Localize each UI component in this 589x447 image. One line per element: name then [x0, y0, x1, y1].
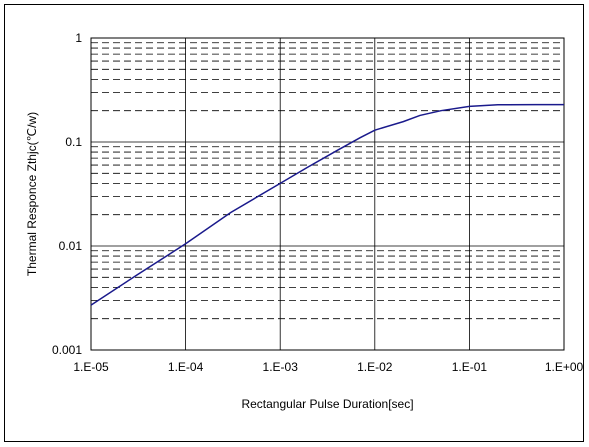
- grid-layer: [90, 37, 565, 351]
- y-tick-label: 1: [75, 31, 82, 45]
- x-axis-label: Rectangular Pulse Duration[sec]: [241, 397, 413, 411]
- thermal-response-chart: 1.E-05 1.E-04 1.E-03 1.E-02 1.E-01 1.E+00 0.0…: [25, 31, 584, 411]
- y-tick-labels: 0.001 0.01 0.1 1: [52, 31, 82, 357]
- x-tick-label: 1.E-03: [263, 360, 299, 374]
- x-tick-label: 1.E-02: [357, 360, 393, 374]
- series-line-1: [90, 103, 564, 306]
- plot-area-border: [90, 37, 565, 351]
- chart-frame: 1.E-05 1.E-04 1.E-03 1.E-02 1.E-01 1.E+00 0.0…: [4, 4, 584, 442]
- series-layer: [90, 103, 564, 306]
- y-axis-label: Thermal Responce Zthjc(℃/w): [25, 112, 39, 276]
- y-tick-label: 0.1: [65, 135, 82, 149]
- x-tick-labels: 1.E-05 1.E-04 1.E-03 1.E-02 1.E-01 1.E+00: [73, 360, 583, 374]
- x-tick-label: 1.E-05: [73, 360, 109, 374]
- y-tick-label: 0.001: [52, 343, 82, 357]
- x-tick-label: 1.E-04: [168, 360, 204, 374]
- y-tick-label: 0.01: [59, 239, 83, 253]
- x-tick-label: 1.E+00: [545, 360, 584, 374]
- x-tick-label: 1.E-01: [452, 360, 488, 374]
